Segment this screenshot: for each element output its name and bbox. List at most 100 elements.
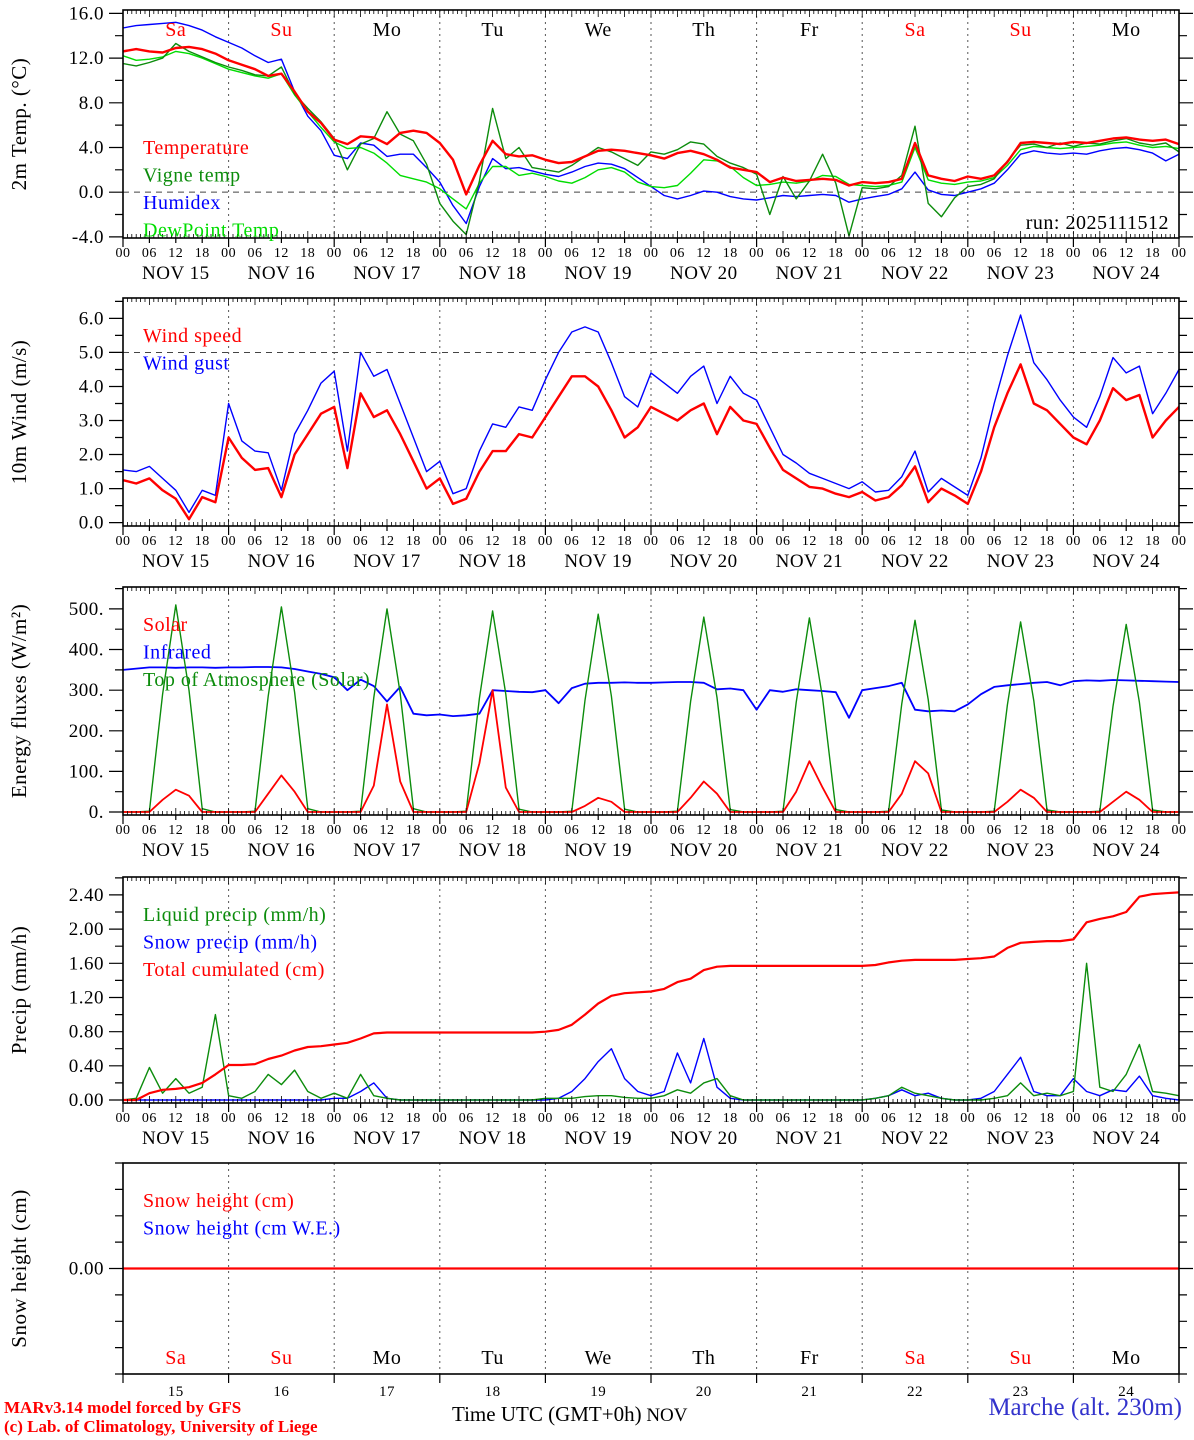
date-label: NOV 21 bbox=[776, 263, 844, 284]
hour-label: 00 bbox=[960, 246, 975, 261]
hour-label: 06 bbox=[564, 823, 579, 838]
date-label: NOV 23 bbox=[987, 840, 1055, 861]
hour-label: 12 bbox=[802, 534, 817, 549]
y-tick-label: 2.00 bbox=[69, 919, 104, 940]
series-infrared bbox=[123, 666, 1179, 719]
hour-label: 00 bbox=[221, 246, 236, 261]
dow-label: Sa bbox=[905, 1347, 926, 1369]
date-label: NOV 22 bbox=[881, 263, 949, 284]
hour-label: 12 bbox=[485, 1111, 500, 1126]
y-tick-label: 0.0 bbox=[79, 513, 104, 534]
hour-label: 12 bbox=[274, 246, 289, 261]
hour-label: 06 bbox=[776, 1111, 791, 1126]
y-tick-label: 0.00 bbox=[69, 1259, 104, 1280]
hour-label: 00 bbox=[749, 246, 764, 261]
date-num-label: 24 bbox=[1118, 1384, 1134, 1400]
panel-temp: -4.0 0.0 4.0 8.0 12.0 16.0 2m Temp. (°C) 00 06 12… bbox=[7, 3, 1193, 284]
hour-label: 12 bbox=[485, 246, 500, 261]
y-tick-label: 100. bbox=[69, 761, 104, 782]
hour-label: 06 bbox=[142, 823, 157, 838]
hour-label: 06 bbox=[670, 534, 685, 549]
hour-label: 12 bbox=[802, 823, 817, 838]
run-label: run: 2025111512 bbox=[1026, 212, 1169, 234]
hour-label: 06 bbox=[564, 1111, 579, 1126]
hour-label: 00 bbox=[644, 823, 659, 838]
date-num-label: 18 bbox=[485, 1384, 501, 1400]
date-label: NOV 16 bbox=[248, 1128, 316, 1149]
hour-label: 18 bbox=[300, 534, 315, 549]
hour-label: 12 bbox=[1013, 534, 1028, 549]
hour-label: 00 bbox=[432, 823, 447, 838]
hour-label: 18 bbox=[512, 246, 527, 261]
y-tick-label: 6.0 bbox=[79, 308, 104, 329]
date-label: NOV 15 bbox=[142, 551, 210, 572]
hour-label: 00 bbox=[327, 534, 342, 549]
hour-label: 00 bbox=[221, 823, 236, 838]
hour-label: 06 bbox=[353, 534, 368, 549]
y-tick-label: 0.80 bbox=[69, 1022, 104, 1043]
hour-label: 00 bbox=[1172, 823, 1187, 838]
date-label: NOV 17 bbox=[353, 840, 421, 861]
y-tick-label: 400. bbox=[69, 640, 104, 661]
legend-wind-speed: Wind speed bbox=[143, 325, 242, 347]
y-tick-label: 1.60 bbox=[69, 953, 104, 974]
series-wind-speed bbox=[123, 363, 1179, 521]
dow-label: We bbox=[585, 19, 612, 41]
hour-label: 18 bbox=[828, 823, 843, 838]
y-tick-label: 500. bbox=[69, 599, 104, 620]
series-dewpoint-temp bbox=[123, 50, 1179, 210]
y-tick-label: 5.0 bbox=[79, 342, 104, 363]
y-tick-label: 200. bbox=[69, 721, 104, 742]
hour-label: 18 bbox=[1145, 1111, 1160, 1126]
legend-temperature: Temperature bbox=[143, 137, 249, 159]
hour-label: 18 bbox=[617, 823, 632, 838]
hour-label: 06 bbox=[142, 534, 157, 549]
dow-label: Su bbox=[270, 1347, 292, 1369]
dow-label: We bbox=[585, 1347, 612, 1369]
hour-label: 12 bbox=[380, 534, 395, 549]
hour-label: 06 bbox=[248, 823, 263, 838]
legend-total-cumulated-cm-: Total cumulated (cm) bbox=[143, 959, 325, 981]
y-tick-label: -4.0 bbox=[72, 227, 104, 248]
hour-label: 12 bbox=[168, 1111, 183, 1126]
hour-label: 00 bbox=[221, 534, 236, 549]
hour-label: 12 bbox=[1013, 246, 1028, 261]
hour-label: 06 bbox=[353, 1111, 368, 1126]
hour-label: 00 bbox=[960, 1111, 975, 1126]
hour-label: 06 bbox=[248, 246, 263, 261]
hour-label: 12 bbox=[1013, 1111, 1028, 1126]
hour-label: 18 bbox=[1040, 246, 1055, 261]
hour-label: 12 bbox=[380, 1111, 395, 1126]
y-ticks bbox=[109, 588, 1193, 813]
legend-snow-height-cm-w-e-: Snow height (cm W.E.) bbox=[143, 1218, 341, 1240]
hour-label: 18 bbox=[1145, 246, 1160, 261]
hour-label: 06 bbox=[776, 823, 791, 838]
hour-label: 06 bbox=[776, 246, 791, 261]
hour-label: 18 bbox=[1040, 534, 1055, 549]
hour-label: 06 bbox=[776, 534, 791, 549]
hour-label: 06 bbox=[1092, 534, 1107, 549]
date-label: NOV 15 bbox=[142, 1128, 210, 1149]
date-label: NOV 24 bbox=[1092, 1128, 1160, 1149]
model-credit-line2: (c) Lab. of Climatology, University of L… bbox=[4, 1417, 318, 1436]
hour-label: 00 bbox=[749, 1111, 764, 1126]
hour-label: 18 bbox=[406, 1111, 421, 1126]
hour-label: 00 bbox=[116, 534, 131, 549]
station-label: Marche (alt. 230m) bbox=[988, 1394, 1182, 1421]
hour-label: 06 bbox=[670, 1111, 685, 1126]
series-liquid-precip-mm-h- bbox=[123, 962, 1179, 1101]
hour-label: 00 bbox=[749, 534, 764, 549]
date-label: NOV 19 bbox=[564, 263, 632, 284]
y-axis-title: 2m Temp. (°C) bbox=[7, 58, 31, 191]
legend-top-of-atmosphere-solar-: Top of Atmosphere (Solar) bbox=[143, 669, 370, 691]
month-label-text: NOV bbox=[646, 1405, 688, 1426]
hour-label: 00 bbox=[855, 1111, 870, 1126]
dow-label: Mo bbox=[1112, 19, 1141, 41]
hour-ticks bbox=[122, 587, 1180, 815]
hour-label: 06 bbox=[142, 246, 157, 261]
hour-label: 06 bbox=[142, 1111, 157, 1126]
hour-label: 00 bbox=[1066, 1111, 1081, 1126]
hour-label: 12 bbox=[696, 1111, 711, 1126]
time-axis-title: Time UTC (GMT+0h) NOV bbox=[452, 1402, 688, 1427]
hour-label: 06 bbox=[670, 246, 685, 261]
